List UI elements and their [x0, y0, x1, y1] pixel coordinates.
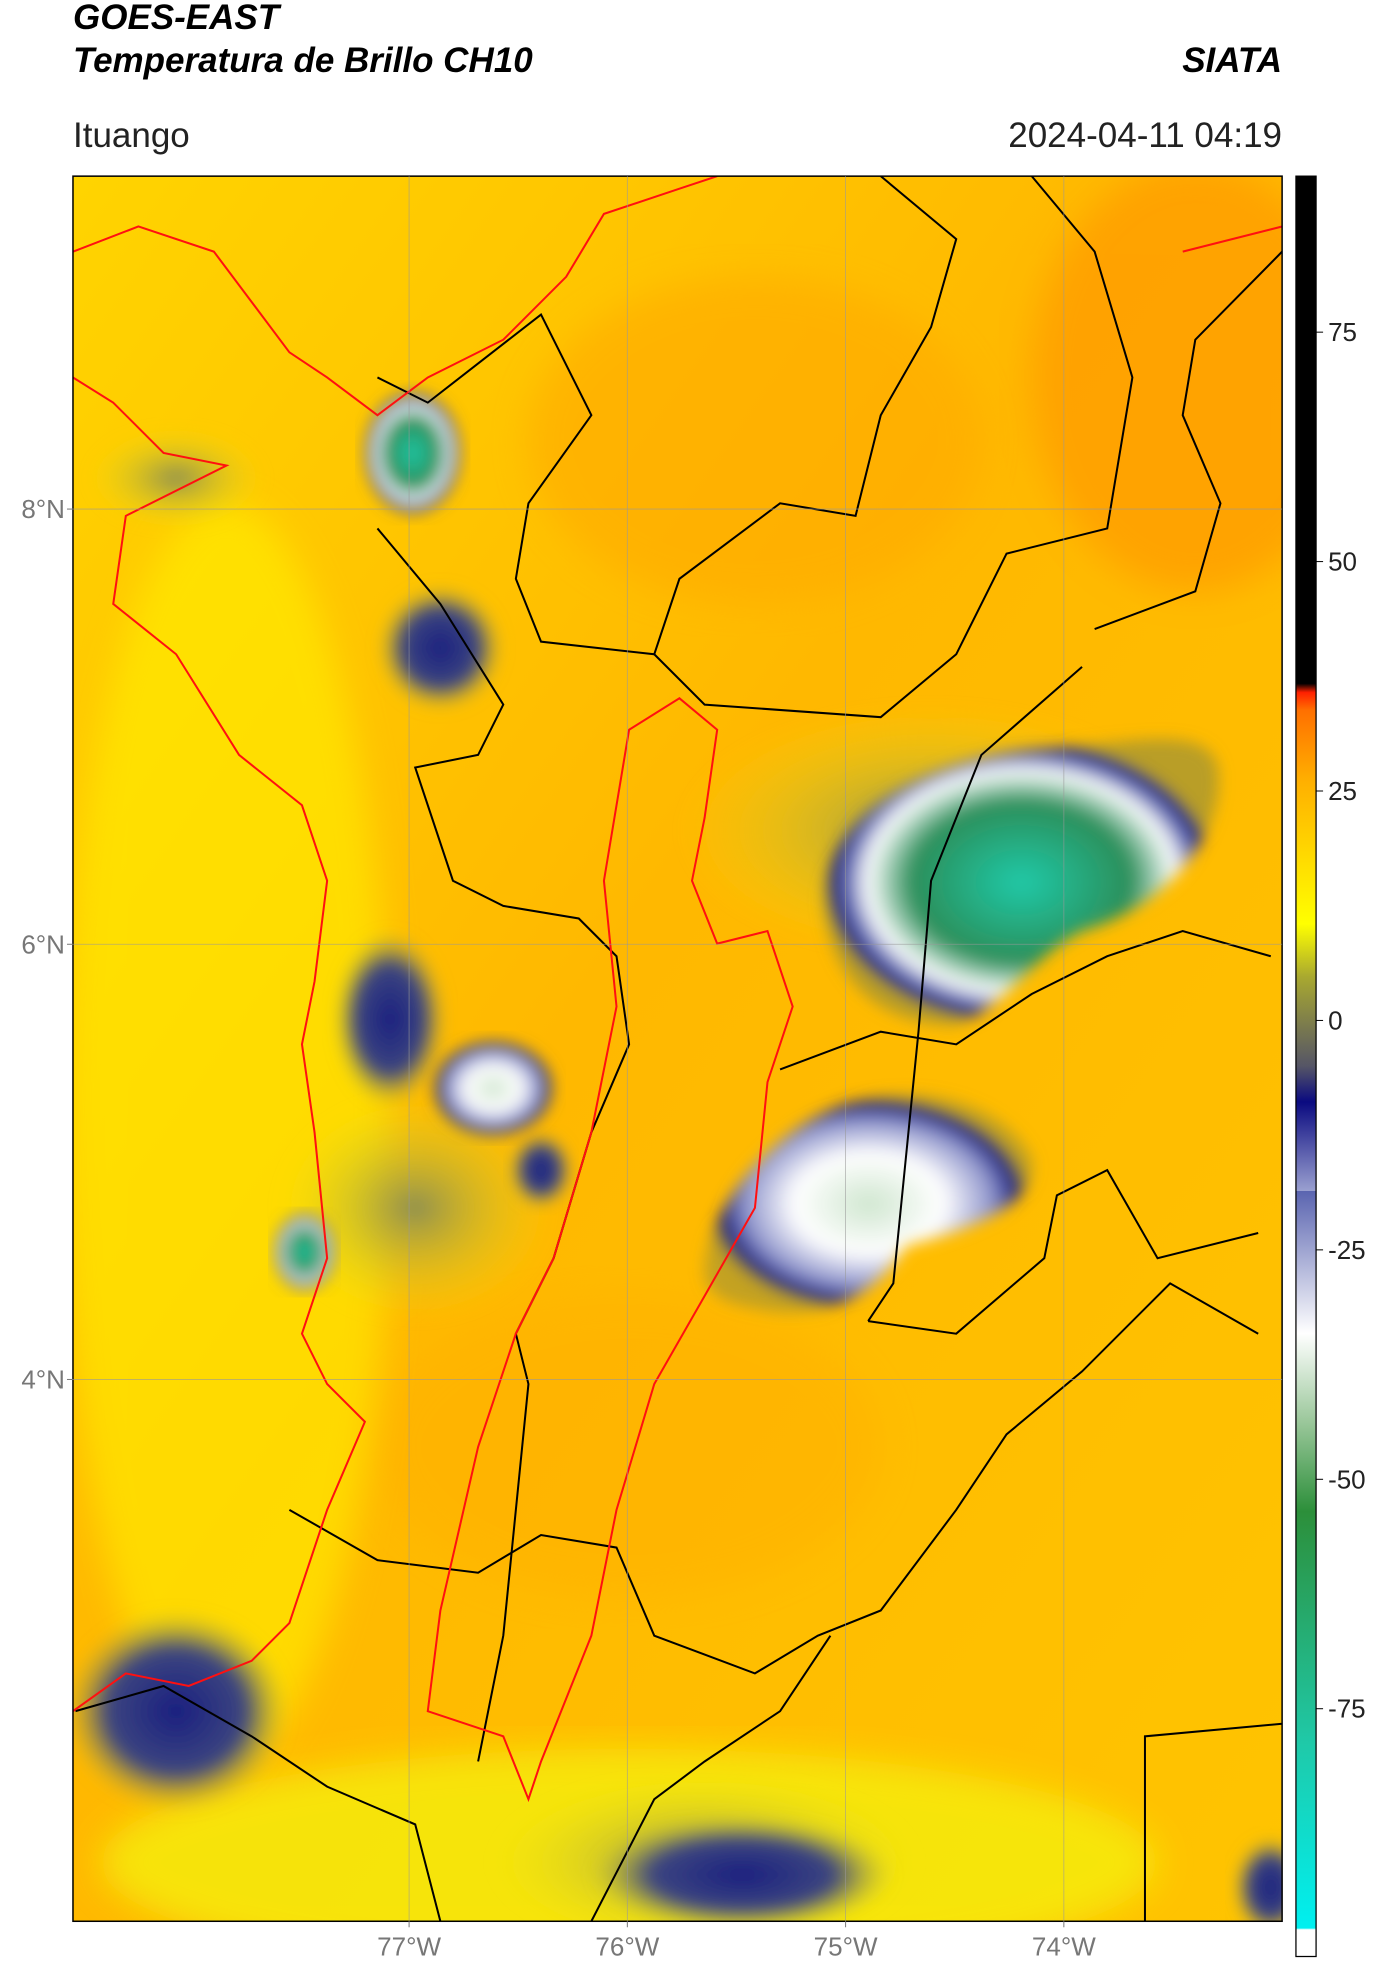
x-tick-label: 75°W: [814, 1931, 878, 1961]
border: [653, 176, 1134, 719]
x-tick-label: 77°W: [377, 1931, 441, 1961]
x-tick-label: 76°W: [595, 1931, 659, 1961]
borders: [75, 176, 1283, 1922]
cloud-top: [704, 1094, 1033, 1313]
colorbar-tick-label: -25: [1328, 1235, 1366, 1265]
map-layer: [72, 176, 1283, 1922]
subtitle: Temperatura de Brillo CH10: [73, 41, 533, 80]
border: [376, 527, 631, 1762]
cloud-cold: [333, 931, 447, 1108]
y-tick-label: 8°N: [21, 494, 65, 524]
border: [867, 666, 1083, 1322]
cloud-top: [823, 739, 1219, 1026]
location: Ituango: [73, 116, 190, 155]
region-outline: [426, 697, 794, 1803]
cloud-cold: [1233, 1836, 1283, 1922]
map-image: [72, 175, 1317, 1958]
colorbar-tick-label: -50: [1328, 1464, 1366, 1494]
map-frame: [72, 175, 1283, 1923]
coast: [72, 376, 367, 1712]
border: [1143, 1722, 1283, 1922]
colorbar-tick-label: 50: [1328, 547, 1357, 577]
colorbar-tick-label: 25: [1328, 776, 1357, 806]
cloud-edge: [88, 427, 265, 529]
warm-area: [1031, 176, 1283, 592]
colorbar-tick-label: 0: [1328, 1005, 1342, 1035]
title: GOES-EAST: [73, 0, 282, 37]
cool-area: [72, 503, 390, 1762]
border: [75, 1684, 442, 1922]
red-lines: [72, 176, 1283, 1803]
y-tick-label: 4°N: [21, 1364, 65, 1394]
border: [288, 1282, 1259, 1675]
border: [868, 1168, 1259, 1335]
source: SIATA: [1182, 41, 1282, 80]
border: [779, 930, 1272, 1071]
warm-area: [528, 276, 982, 604]
colorbar-tick-label: -75: [1328, 1694, 1366, 1724]
cloud-cold: [591, 1818, 894, 1922]
cloud-top: [432, 1040, 554, 1137]
cloud-edge: [276, 1094, 554, 1322]
cloud-cold: [509, 1132, 573, 1208]
colorbar-tick-label: 75: [1328, 317, 1357, 347]
x-tick-label: 74°W: [1032, 1931, 1096, 1961]
cloud-cold: [72, 1610, 290, 1812]
coast: [1182, 225, 1283, 253]
cloud-top: [364, 392, 461, 514]
border: [590, 1635, 832, 1922]
cloud-top: [274, 1214, 335, 1290]
timestamp: 2024-04-11 04:19: [1008, 116, 1282, 155]
colorbar: [1295, 175, 1317, 1958]
coast: [72, 176, 718, 417]
y-tick-label: 6°N: [21, 929, 65, 959]
border: [1094, 250, 1283, 631]
